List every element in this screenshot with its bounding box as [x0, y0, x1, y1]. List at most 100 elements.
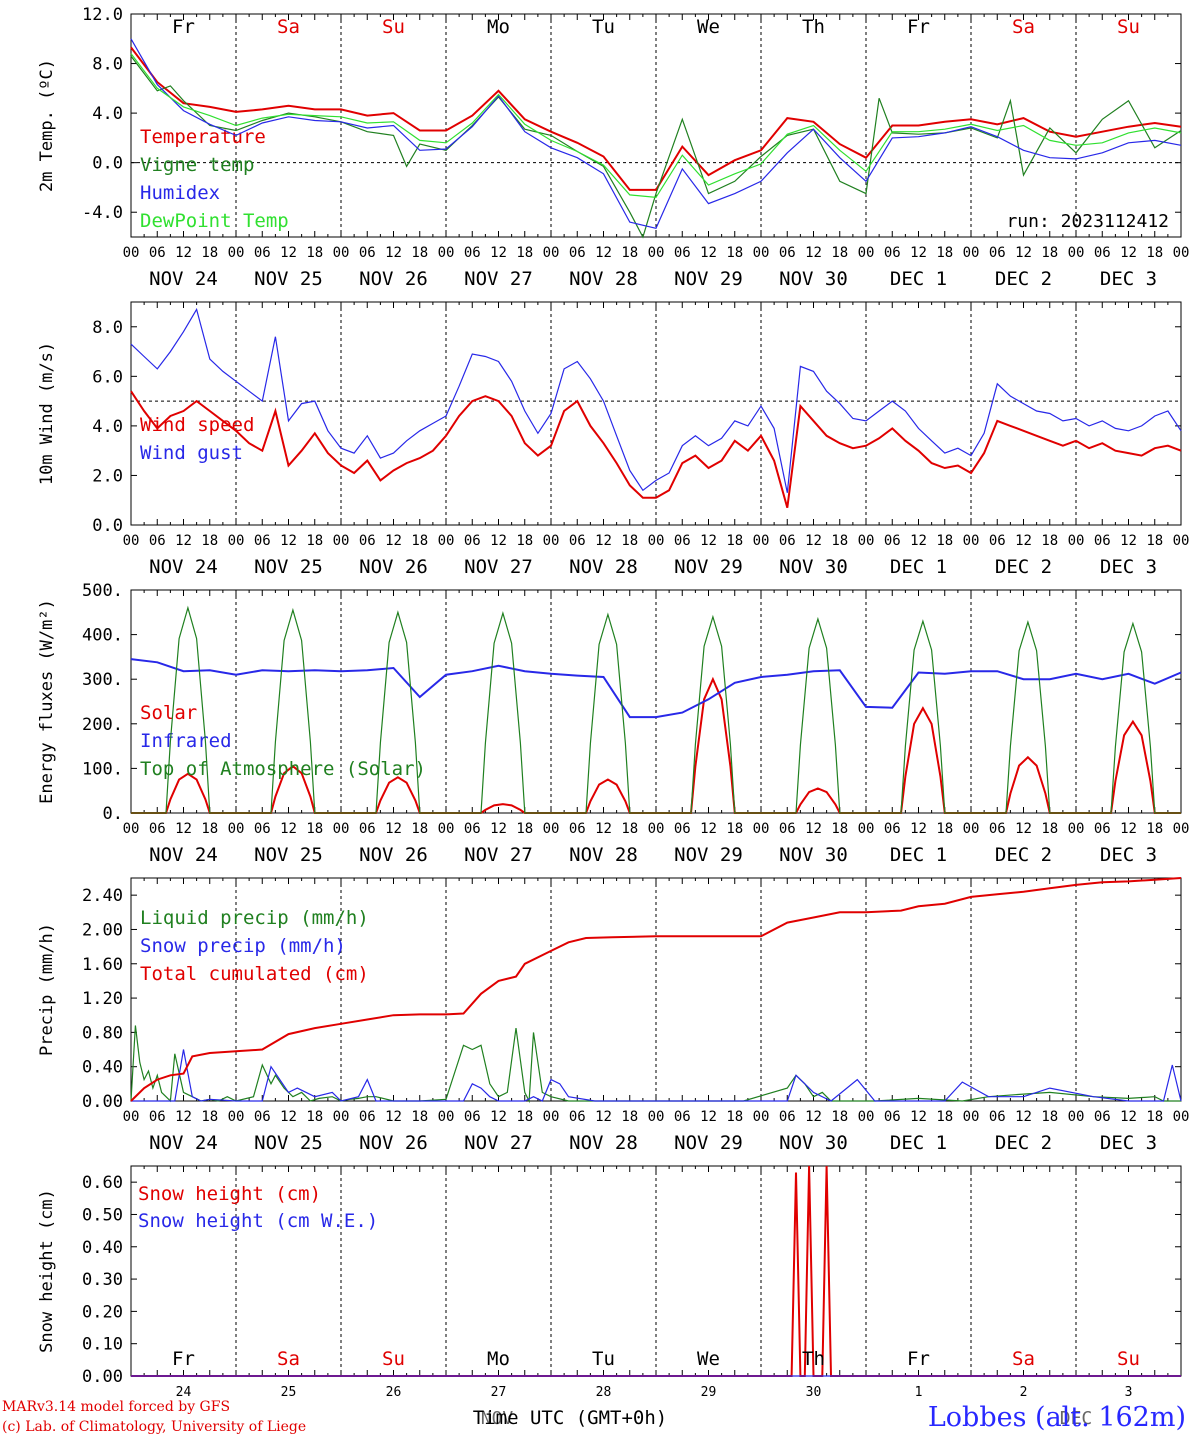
- x-date-label: NOV 27: [464, 556, 533, 578]
- x-hour-label: 12: [700, 245, 717, 261]
- day-name: Su: [382, 16, 405, 38]
- x-date-label: NOV 26: [359, 556, 428, 578]
- y-tick-label: 1.20: [82, 989, 123, 1009]
- x-hour-label: 12: [175, 245, 192, 261]
- day-name: Mo: [487, 1348, 510, 1370]
- x-hour-label: 00: [333, 245, 350, 261]
- x-hour-label: 00: [123, 821, 140, 837]
- x-hour-label: 12: [1120, 533, 1137, 549]
- x-hour-label: 18: [936, 821, 953, 837]
- x-hour-label: 06: [674, 821, 691, 837]
- y-tick-label: 8.0: [92, 55, 123, 75]
- x-hour-label: 18: [726, 821, 743, 837]
- plot-frame: [130, 301, 1182, 526]
- day-name: Su: [1117, 1348, 1140, 1370]
- x-hour-label: 00: [543, 533, 560, 549]
- x-hour-label: 18: [516, 533, 533, 549]
- x-hour-label: 06: [464, 533, 481, 549]
- x-hour-label: 00: [963, 1109, 980, 1125]
- x-hour-label: 06: [779, 821, 796, 837]
- x-hour-label: 18: [1146, 245, 1163, 261]
- legend-entry: Temperature: [140, 126, 266, 148]
- x-date-label: NOV 28: [569, 844, 638, 866]
- x-date-label: DEC 3: [1100, 844, 1157, 866]
- day-name: Th: [802, 16, 825, 38]
- x-date-label: NOV 24: [149, 556, 218, 578]
- y-tick-label: 0.50: [82, 1205, 123, 1225]
- y-tick-label: 500.: [82, 581, 123, 601]
- x-hour-label: 18: [201, 533, 218, 549]
- x-hour-label: 00: [963, 245, 980, 261]
- day-number: 29: [701, 1385, 717, 1400]
- x-date-label: NOV 30: [779, 268, 848, 290]
- x-hour-label: 06: [779, 245, 796, 261]
- x-hour-label: 00: [1173, 533, 1190, 549]
- legend-entry: Total cumulated (cm): [140, 963, 369, 985]
- x-hour-label: 12: [175, 1109, 192, 1125]
- x-date-label: NOV 24: [149, 1132, 218, 1154]
- x-hour-label: 00: [1068, 533, 1085, 549]
- x-hour-label: 06: [254, 533, 271, 549]
- x-hour-label: 00: [228, 245, 245, 261]
- x-hour-label: 00: [858, 1109, 875, 1125]
- panel-1: 12.0 8.0 4.0 0.0 -4.0 2m Temp. (ºC) Temperatur…: [37, 5, 1189, 290]
- x-hour-label: 00: [333, 821, 350, 837]
- x-hour-label: 00: [438, 821, 455, 837]
- x-date-label: NOV 26: [359, 844, 428, 866]
- x-hour-label: 18: [726, 533, 743, 549]
- station-label: Lobbes (alt. 162m): [927, 1402, 1186, 1433]
- day-number: 3: [1125, 1385, 1133, 1400]
- x-date-label: NOV 25: [254, 844, 323, 866]
- day-name: Fr: [172, 16, 195, 38]
- x-date-label: DEC 3: [1100, 1132, 1157, 1154]
- y-tick-label: 0.00: [82, 1092, 123, 1112]
- x-date-label: NOV 27: [464, 844, 533, 866]
- x-hour-label: 12: [385, 821, 402, 837]
- x-hour-label: 00: [963, 533, 980, 549]
- legend-entry: Wind gust: [140, 442, 243, 464]
- x-hour-label: 06: [359, 245, 376, 261]
- x-date-label: NOV 27: [464, 268, 533, 290]
- x-hour-label: 00: [963, 821, 980, 837]
- x-hour-label: 12: [595, 821, 612, 837]
- series-dewpoint-temp: [130, 53, 1182, 199]
- legend-entry: Top of Atmosphere (Solar): [140, 758, 426, 780]
- x-hour-label: 06: [569, 1109, 586, 1125]
- day-name: Sa: [277, 16, 300, 38]
- series-infrared: [130, 658, 1182, 719]
- x-hour-label: 18: [411, 1109, 428, 1125]
- series-liquid-precip-mm-h-: [130, 1025, 1181, 1104]
- day-name: We: [697, 1348, 720, 1370]
- y-tick-label: 0.10: [82, 1335, 123, 1355]
- x-hour-label: 00: [543, 1109, 560, 1125]
- x-hour-label: 12: [280, 245, 297, 261]
- y-axis-label: 2m Temp. (ºC): [37, 59, 57, 192]
- x-hour-label: 00: [753, 821, 770, 837]
- day-name: Tu: [592, 1348, 615, 1370]
- x-hour-label: 12: [1120, 1109, 1137, 1125]
- x-hour-label: 06: [989, 245, 1006, 261]
- y-tick-label: 200.: [82, 715, 123, 735]
- x-hour-label: 06: [569, 821, 586, 837]
- x-hour-label: 06: [149, 821, 166, 837]
- day-name: Tu: [592, 16, 615, 38]
- x-hour-label: 18: [621, 245, 638, 261]
- x-hour-label: 00: [228, 533, 245, 549]
- series-total-cumulated-cm-: [130, 877, 1182, 1102]
- x-hour-label: 12: [805, 821, 822, 837]
- x-date-label: DEC 1: [890, 844, 947, 866]
- day-number: 27: [491, 1385, 507, 1400]
- y-tick-label: 4.0: [92, 417, 123, 437]
- x-hour-label: 00: [753, 1109, 770, 1125]
- y-tick-label: -4.0: [82, 203, 123, 223]
- x-hour-label: 12: [490, 245, 507, 261]
- y-tick-label: 0.40: [82, 1058, 123, 1078]
- x-hour-label: 18: [201, 245, 218, 261]
- x-hour-label: 18: [411, 245, 428, 261]
- x-hour-label: 12: [700, 1109, 717, 1125]
- x-hour-label: 06: [884, 533, 901, 549]
- y-tick-label: 12.0: [82, 5, 123, 25]
- legend-entry: Humidex: [140, 182, 220, 204]
- x-hour-label: 18: [936, 1109, 953, 1125]
